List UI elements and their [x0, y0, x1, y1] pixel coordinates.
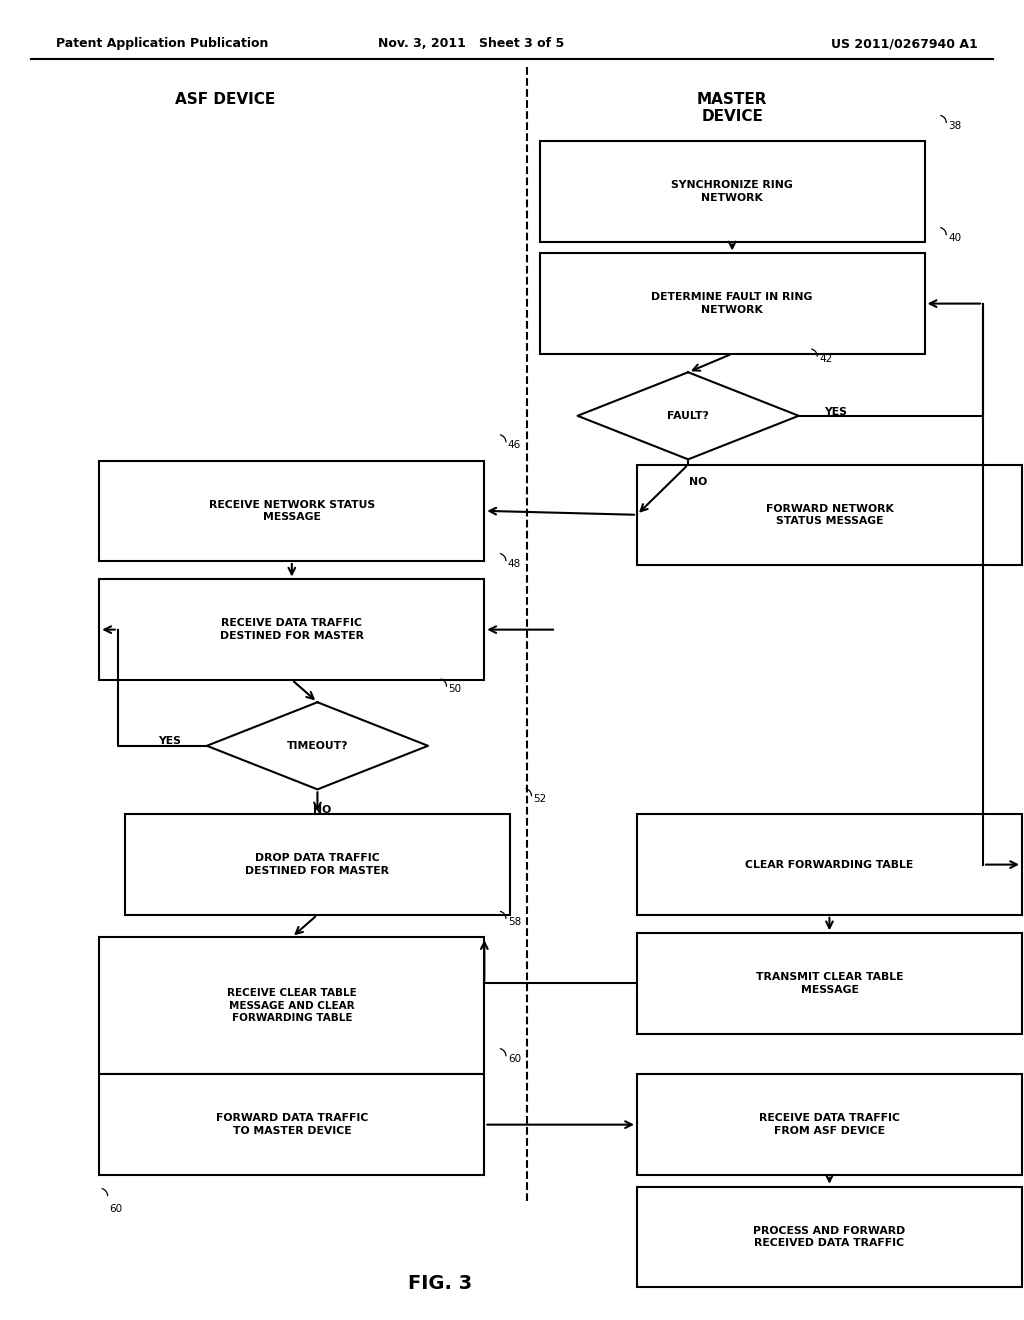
FancyBboxPatch shape [540, 253, 925, 354]
FancyBboxPatch shape [637, 814, 1022, 915]
Text: FORWARD DATA TRAFFIC
TO MASTER DEVICE: FORWARD DATA TRAFFIC TO MASTER DEVICE [216, 1114, 368, 1135]
FancyBboxPatch shape [540, 141, 925, 242]
Text: Nov. 3, 2011   Sheet 3 of 5: Nov. 3, 2011 Sheet 3 of 5 [378, 37, 564, 50]
Text: RECEIVE DATA TRAFFIC
FROM ASF DEVICE: RECEIVE DATA TRAFFIC FROM ASF DEVICE [759, 1114, 900, 1135]
FancyBboxPatch shape [99, 937, 484, 1074]
Text: FAULT?: FAULT? [668, 411, 709, 421]
Text: MASTER
DEVICE: MASTER DEVICE [697, 92, 767, 124]
Text: 60: 60 [110, 1204, 123, 1214]
Text: 46: 46 [508, 440, 521, 450]
Text: ASF DEVICE: ASF DEVICE [175, 91, 275, 107]
Text: PROCESS AND FORWARD
RECEIVED DATA TRAFFIC: PROCESS AND FORWARD RECEIVED DATA TRAFFI… [754, 1226, 905, 1247]
Text: YES: YES [824, 407, 847, 417]
Text: FIG. 3: FIG. 3 [409, 1274, 472, 1292]
Text: US 2011/0267940 A1: US 2011/0267940 A1 [831, 37, 978, 50]
Text: YES: YES [159, 735, 181, 746]
Text: NO: NO [313, 805, 332, 816]
FancyBboxPatch shape [125, 814, 510, 915]
Text: 40: 40 [948, 232, 962, 243]
FancyBboxPatch shape [99, 461, 484, 561]
Text: NO: NO [689, 477, 708, 487]
Text: RECEIVE NETWORK STATUS
MESSAGE: RECEIVE NETWORK STATUS MESSAGE [209, 500, 375, 521]
Text: DETERMINE FAULT IN RING
NETWORK: DETERMINE FAULT IN RING NETWORK [651, 293, 813, 314]
Text: DROP DATA TRAFFIC
DESTINED FOR MASTER: DROP DATA TRAFFIC DESTINED FOR MASTER [246, 854, 389, 875]
FancyBboxPatch shape [637, 1187, 1022, 1287]
Text: 42: 42 [819, 354, 833, 364]
FancyBboxPatch shape [637, 465, 1022, 565]
Text: 52: 52 [534, 793, 547, 804]
Text: 50: 50 [449, 684, 462, 694]
Text: RECEIVE DATA TRAFFIC
DESTINED FOR MASTER: RECEIVE DATA TRAFFIC DESTINED FOR MASTER [220, 619, 364, 640]
FancyBboxPatch shape [637, 933, 1022, 1034]
Text: 58: 58 [508, 916, 521, 927]
Polygon shape [578, 372, 799, 459]
Text: SYNCHRONIZE RING
NETWORK: SYNCHRONIZE RING NETWORK [672, 181, 793, 202]
Text: FORWARD NETWORK
STATUS MESSAGE: FORWARD NETWORK STATUS MESSAGE [766, 504, 893, 525]
Text: RECEIVE CLEAR TABLE
MESSAGE AND CLEAR
FORWARDING TABLE: RECEIVE CLEAR TABLE MESSAGE AND CLEAR FO… [227, 989, 356, 1023]
FancyBboxPatch shape [637, 1074, 1022, 1175]
Text: TIMEOUT?: TIMEOUT? [287, 741, 348, 751]
Text: CLEAR FORWARDING TABLE: CLEAR FORWARDING TABLE [745, 859, 913, 870]
Text: 38: 38 [948, 120, 962, 131]
Text: 60: 60 [508, 1053, 521, 1064]
Text: Patent Application Publication: Patent Application Publication [56, 37, 268, 50]
FancyBboxPatch shape [99, 1074, 484, 1175]
Polygon shape [207, 702, 428, 789]
FancyBboxPatch shape [99, 579, 484, 680]
Text: TRANSMIT CLEAR TABLE
MESSAGE: TRANSMIT CLEAR TABLE MESSAGE [756, 973, 903, 994]
Text: 48: 48 [508, 558, 521, 569]
